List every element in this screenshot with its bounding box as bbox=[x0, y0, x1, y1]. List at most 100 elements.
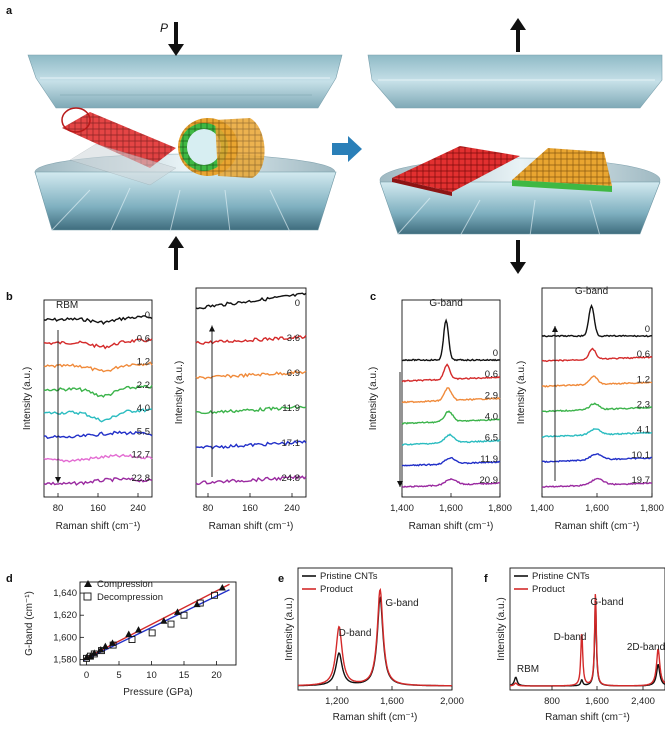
series-line-Product bbox=[298, 587, 452, 687]
orange-sheet bbox=[512, 148, 612, 186]
x-tick-label: 240 bbox=[130, 503, 146, 514]
charts-layer: 0 0.6 1.2 2.2 4.0 5.5 12.7 22.8 RBM 80 160 240 Raman… bbox=[22, 286, 665, 723]
release-arrow-up bbox=[510, 18, 526, 52]
series-line-0.6 bbox=[401, 363, 501, 383]
x-tick-label: 1,800 bbox=[640, 503, 664, 514]
compression-point bbox=[86, 652, 94, 660]
series-line-0 bbox=[43, 315, 153, 325]
panel-letter-a: a bbox=[6, 5, 13, 17]
decompression-point bbox=[90, 650, 98, 658]
series-line-10.1 bbox=[541, 453, 652, 464]
annotation-g-band: G-band bbox=[385, 598, 418, 609]
series-line-5.5 bbox=[43, 430, 153, 439]
series-line-19.7 bbox=[541, 477, 653, 489]
x-axis-label: Raman shift (cm⁻¹) bbox=[333, 712, 418, 723]
annotation-rbm: RBM bbox=[517, 664, 539, 675]
decompression-point bbox=[211, 591, 219, 599]
annotation-rbm: RBM bbox=[56, 300, 78, 311]
red-sheet bbox=[392, 146, 520, 192]
series-label-5.5: 5.5 bbox=[137, 426, 150, 437]
release-arrow-down bbox=[510, 240, 526, 274]
plot-frame bbox=[79, 581, 237, 666]
x-tick-label: 10 bbox=[146, 670, 157, 681]
x-tick-label: 1,400 bbox=[530, 503, 554, 514]
series-line-2.3 bbox=[541, 402, 653, 413]
arrow-head bbox=[209, 325, 215, 332]
arrow-head bbox=[55, 477, 61, 483]
anvil-scene-before bbox=[27, 54, 343, 233]
x-axis-label: Raman shift (cm⁻¹) bbox=[409, 521, 494, 532]
decompression-point bbox=[167, 620, 175, 628]
compression-point bbox=[90, 649, 98, 656]
legend-compression-marker bbox=[84, 580, 92, 587]
series-label-22.8: 22.8 bbox=[132, 473, 151, 484]
x-tick-label: 1,600 bbox=[380, 696, 404, 707]
y-tick-label: 1,640 bbox=[53, 588, 77, 599]
annotation-gband: G-band bbox=[429, 298, 462, 309]
panel-a: a P bbox=[6, 5, 663, 274]
x-tick-label: 1,800 bbox=[488, 503, 512, 514]
annotation-gband: G-band bbox=[575, 286, 608, 297]
series-label-0: 0 bbox=[493, 348, 498, 359]
x-tick-label: 80 bbox=[203, 503, 214, 514]
y-axis-label: Intensity (a.u.) bbox=[368, 367, 379, 430]
upper-anvil bbox=[27, 54, 343, 109]
x-tick-label: 160 bbox=[242, 503, 258, 514]
x-tick-label: 5 bbox=[116, 670, 121, 681]
decompression-point bbox=[86, 652, 94, 660]
legend-pristine: Pristine CNTs bbox=[320, 571, 378, 582]
compression-point bbox=[218, 584, 226, 591]
y-axis-label: Intensity (a.u.) bbox=[496, 597, 507, 660]
compression-point bbox=[160, 617, 168, 624]
series-line-24.8 bbox=[195, 474, 307, 486]
series-line-12.7 bbox=[43, 453, 153, 463]
legend-product: Product bbox=[320, 584, 353, 595]
x-tick-label: 1,600 bbox=[439, 503, 463, 514]
series-line-Product bbox=[510, 594, 665, 687]
annotation-d-band: D-band bbox=[554, 632, 587, 643]
x-tick-label: 1,600 bbox=[585, 696, 609, 707]
series-label-11.9: 11.9 bbox=[480, 454, 498, 465]
x-tick-label: 80 bbox=[53, 503, 64, 514]
series-line-4.0 bbox=[401, 410, 501, 425]
series-label-24.8: 24.8 bbox=[282, 473, 301, 484]
series-line-0 bbox=[195, 292, 307, 310]
decompression-point bbox=[180, 611, 188, 619]
series-line-0.6 bbox=[43, 338, 153, 350]
series-line-17.1 bbox=[195, 439, 307, 450]
x-tick-label: 15 bbox=[179, 670, 190, 681]
series-label-3.6: 3.6 bbox=[287, 333, 300, 344]
lower-anvil-2 bbox=[379, 181, 661, 235]
panel-letter-e: e bbox=[278, 573, 284, 585]
x-tick-label: 1,200 bbox=[325, 696, 349, 707]
series-label-4.1: 4.1 bbox=[637, 425, 650, 436]
x-axis-label: Raman shift (cm⁻¹) bbox=[56, 521, 141, 532]
x-axis-label: Raman shift (cm⁻¹) bbox=[209, 521, 294, 532]
series-line-6.9 bbox=[195, 370, 307, 380]
decompression-point bbox=[83, 654, 90, 662]
series-line-11.9 bbox=[401, 456, 501, 467]
series-line-Pristine CNTs bbox=[298, 595, 452, 687]
decompression-point bbox=[109, 641, 117, 649]
compression-point bbox=[174, 608, 181, 615]
y-tick-label: 1,580 bbox=[53, 654, 77, 665]
panel-letter-c: c bbox=[370, 291, 376, 303]
y-tick-label: 1,620 bbox=[53, 610, 77, 621]
x-tick-label: 2,000 bbox=[440, 696, 464, 707]
decompression-point bbox=[128, 636, 136, 643]
plot-frame bbox=[195, 287, 307, 498]
series-line-20.9 bbox=[401, 477, 500, 488]
series-line-1.2 bbox=[541, 375, 653, 388]
series-line-3.6 bbox=[195, 334, 307, 345]
x-axis-label: Raman shift (cm⁻¹) bbox=[545, 712, 630, 723]
pressure-arrow-up bbox=[168, 236, 184, 270]
series-label-1.2: 1.2 bbox=[137, 357, 150, 368]
plot-frame bbox=[43, 299, 153, 498]
series-label-19.7: 19.7 bbox=[632, 475, 651, 486]
legend-decompression-marker bbox=[83, 592, 92, 601]
decompression-point bbox=[97, 647, 105, 655]
series-label-10.1: 10.1 bbox=[632, 450, 651, 461]
chart-d: 0 5 10 15 20 1,580 1,600 1,620 1,640 Pressure (GP… bbox=[24, 579, 237, 698]
series-label-6.9: 6.9 bbox=[287, 368, 300, 379]
